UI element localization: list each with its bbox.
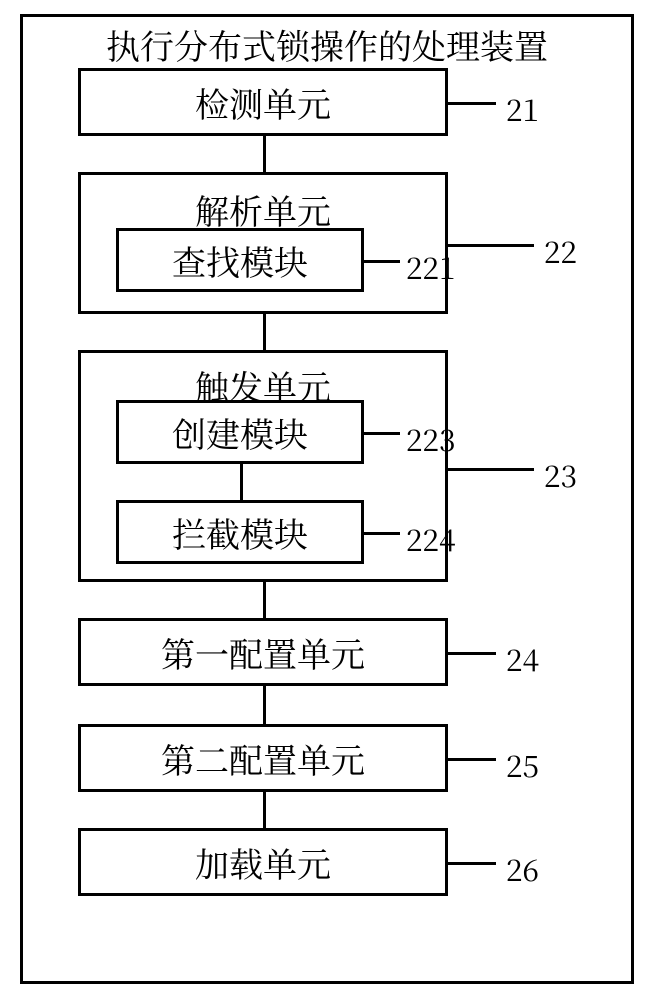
annotation-line xyxy=(448,758,496,761)
node-n221: 查找模块 xyxy=(116,228,364,292)
annotation-label: 24 xyxy=(506,636,539,680)
node-label: 创建模块 xyxy=(172,408,308,457)
annotation-label: 221 xyxy=(406,244,456,288)
annotation-line xyxy=(448,652,496,655)
annotation-label: 26 xyxy=(506,846,539,890)
node-n26: 加载单元 xyxy=(78,828,448,896)
annotation-label: 21 xyxy=(506,86,539,130)
connector xyxy=(263,792,266,828)
node-label: 拦截模块 xyxy=(172,508,308,557)
node-n21: 检测单元 xyxy=(78,68,448,136)
node-label: 第二配置单元 xyxy=(161,734,365,783)
connector xyxy=(263,686,266,724)
annotation-label: 22 xyxy=(544,228,577,272)
annotation-line xyxy=(448,468,534,471)
node-n24: 第一配置单元 xyxy=(78,618,448,686)
node-label: 加载单元 xyxy=(195,838,331,887)
annotation-line xyxy=(364,432,400,435)
annotation-line xyxy=(448,102,496,105)
node-n223: 创建模块 xyxy=(116,400,364,464)
annotation-line xyxy=(448,244,534,247)
node-n224: 拦截模块 xyxy=(116,500,364,564)
connector xyxy=(240,464,243,500)
node-label: 第一配置单元 xyxy=(161,628,365,677)
annotation-line xyxy=(448,862,496,865)
connector xyxy=(263,582,266,618)
annotation-line xyxy=(364,532,400,535)
annotation-label: 23 xyxy=(544,452,577,496)
node-n25: 第二配置单元 xyxy=(78,724,448,792)
node-label: 解析单元 xyxy=(195,185,331,234)
node-label: 查找模块 xyxy=(172,236,308,285)
annotation-label: 25 xyxy=(506,742,539,786)
node-label: 检测单元 xyxy=(195,78,331,127)
annotation-label: 224 xyxy=(406,516,456,560)
annotation-label: 223 xyxy=(406,416,456,460)
annotation-line xyxy=(364,260,400,263)
diagram-title: 执行分布式锁操作的处理装置 xyxy=(28,20,626,69)
connector xyxy=(263,136,266,172)
connector xyxy=(263,314,266,350)
